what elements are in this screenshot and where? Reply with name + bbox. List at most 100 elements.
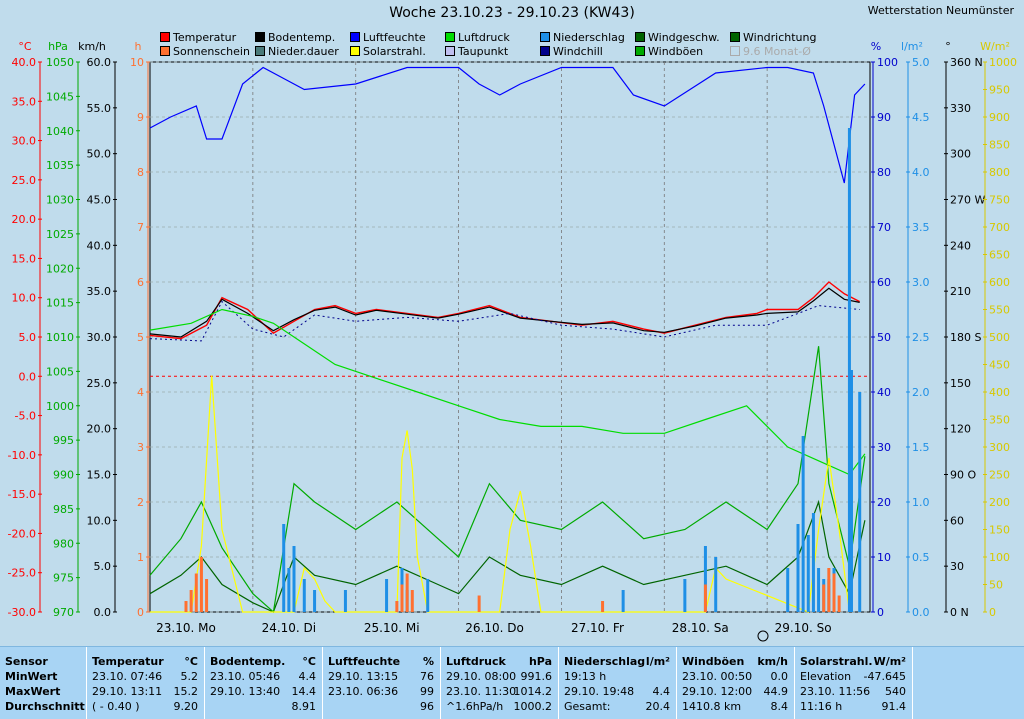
axis-tick-label: 4.0 [912, 166, 930, 179]
axis-tick-label: 5.0 [94, 560, 112, 573]
axis-tick-label: 6 [137, 276, 144, 289]
stats-cell: 11:16 h 91.4 [795, 699, 912, 714]
axis-tick-label: 950 [989, 84, 1010, 97]
legend-label: Sonnenschein [173, 45, 250, 58]
legend-label: 9.6 Monat-Ø [743, 45, 811, 58]
stats-cell: 23.10. 05:46 4.4 [205, 669, 322, 684]
axis-tick-label: 240 [950, 239, 971, 252]
axis-tick-label: 210 [950, 285, 971, 298]
stats-cell: ^1.6hPa/h 1000.2 [441, 699, 558, 714]
axis-unit: W/m² [980, 40, 1010, 53]
legend-swatch [445, 46, 455, 56]
axis-tick-label: 9 [137, 111, 144, 124]
axis-tick-label: 0 [877, 606, 884, 619]
axis-tick-label: 650 [989, 249, 1010, 262]
axis-tick-label: 400 [989, 386, 1010, 399]
axis-tick-label: 985 [53, 503, 74, 516]
axis-tick-label: -10.0 [8, 449, 36, 462]
axis-tick-label: 10.0 [87, 514, 112, 527]
axis-unit: h [135, 40, 142, 53]
axis-tick-label: 360 N [950, 56, 983, 69]
axis-tick-label: 100 [989, 551, 1010, 564]
axis-tick-label: 90 [877, 111, 891, 124]
axis-tick-label: 990 [53, 469, 74, 482]
axis-tick-label: 0.5 [912, 551, 930, 564]
axis-tick-label: 150 [989, 524, 1010, 537]
axis-tick-label: 5.0 [912, 56, 930, 69]
data-bar [801, 436, 805, 612]
axis-tick-label: 1020 [46, 262, 74, 275]
stats-cell: ( - 0.40 ) 9.20 [87, 699, 204, 714]
legend-item: Luftfeuchte [350, 31, 426, 44]
data-bar [292, 546, 296, 612]
data-bar [858, 392, 862, 612]
stats-column: Niederschlag l/m² 19:13 h 29.10. 19:48 4.4 Ge… [559, 647, 677, 719]
axis-tick-label: 20.0 [12, 213, 37, 226]
clock-icon [757, 630, 769, 642]
data-series-line [149, 308, 866, 476]
data-bar [400, 584, 404, 612]
legend-item: Luftdruck [445, 31, 510, 44]
legend-label: Taupunkt [458, 45, 509, 58]
stats-value: 76 [420, 670, 434, 683]
axis-tick-label: 0.0 [19, 370, 37, 383]
axis-tick-label: 60.0 [87, 56, 112, 69]
stats-value: 8.4 [770, 700, 789, 713]
axis-tick-label: 45.0 [87, 194, 112, 207]
legend-swatch [350, 32, 360, 42]
data-bar [194, 573, 198, 612]
station-name: Wetterstation Neumünster [867, 4, 1014, 17]
data-bar [703, 546, 707, 612]
data-series-line [149, 66, 866, 184]
legend-label: Temperatur [173, 31, 237, 44]
stats-column: Luftfeuchte% 29.10. 13:15 76 23.10. 06:36 99… [323, 647, 441, 719]
axis-tick-label: 1025 [46, 228, 74, 241]
stats-value: 99 [420, 685, 434, 698]
axis-tick-label: 300 [989, 441, 1010, 454]
data-bar [343, 590, 347, 612]
data-bar [313, 590, 317, 612]
stats-cell: 8.91 [205, 699, 322, 714]
axis-tick-label: 1010 [46, 331, 74, 344]
axis-tick-label: 0 [989, 606, 996, 619]
axis-tick-label: 970 [53, 606, 74, 619]
stats-cell: 29.10. 19:48 4.4 [559, 684, 676, 699]
stats-time: 19:13 h [564, 670, 607, 683]
axis-tick-label: 500 [989, 331, 1010, 344]
legend-item: Windchill [540, 45, 603, 58]
data-series-line [149, 346, 866, 614]
stats-time: 29.10. 12:00 [682, 685, 753, 698]
chart-title: Woche 23.10.23 - 29.10.23 (KW43) [389, 5, 635, 21]
axis-tick-label: -20.0 [8, 527, 36, 540]
axis-tick-label: 1050 [46, 56, 74, 69]
stats-column-header: Bodentemp. °C [205, 654, 322, 669]
stats-time: 23.10. 11:56 [800, 685, 871, 698]
stats-unit: % [422, 655, 434, 668]
axis-tick-label: 700 [989, 221, 1010, 234]
stats-column-header: Niederschlag l/m² [559, 654, 676, 669]
legend-swatch [635, 46, 645, 56]
axis-tick-label: 300 [950, 148, 971, 161]
data-bar [786, 568, 790, 612]
data-bar [302, 579, 306, 612]
axis-tick-label: 50.0 [87, 148, 112, 161]
axis-tick-label: 50 [989, 579, 1003, 592]
data-bar [385, 579, 389, 612]
axis-tick-label: 450 [989, 359, 1010, 372]
stats-value: 1000.2 [513, 700, 553, 713]
data-bar [199, 557, 203, 612]
stats-time: 29.10. 13:40 [210, 685, 281, 698]
data-bar [426, 579, 430, 612]
stats-cell: 29.10. 13:15 76 [323, 669, 440, 684]
data-bar [837, 595, 841, 612]
axis-tick-label: 980 [53, 537, 74, 550]
axis-tick-label: 35.0 [87, 285, 112, 298]
stats-value: 4.4 [298, 670, 317, 683]
axis-tick-label: 1015 [46, 297, 74, 310]
legend-item: Taupunkt [445, 45, 508, 58]
stats-sensor-name: Niederschlag [564, 655, 646, 668]
axis-tick-label: 0 N [950, 606, 969, 619]
axis-tick-label: 20 [877, 496, 891, 509]
stats-value: 14.4 [291, 685, 317, 698]
data-series-line [149, 281, 861, 340]
